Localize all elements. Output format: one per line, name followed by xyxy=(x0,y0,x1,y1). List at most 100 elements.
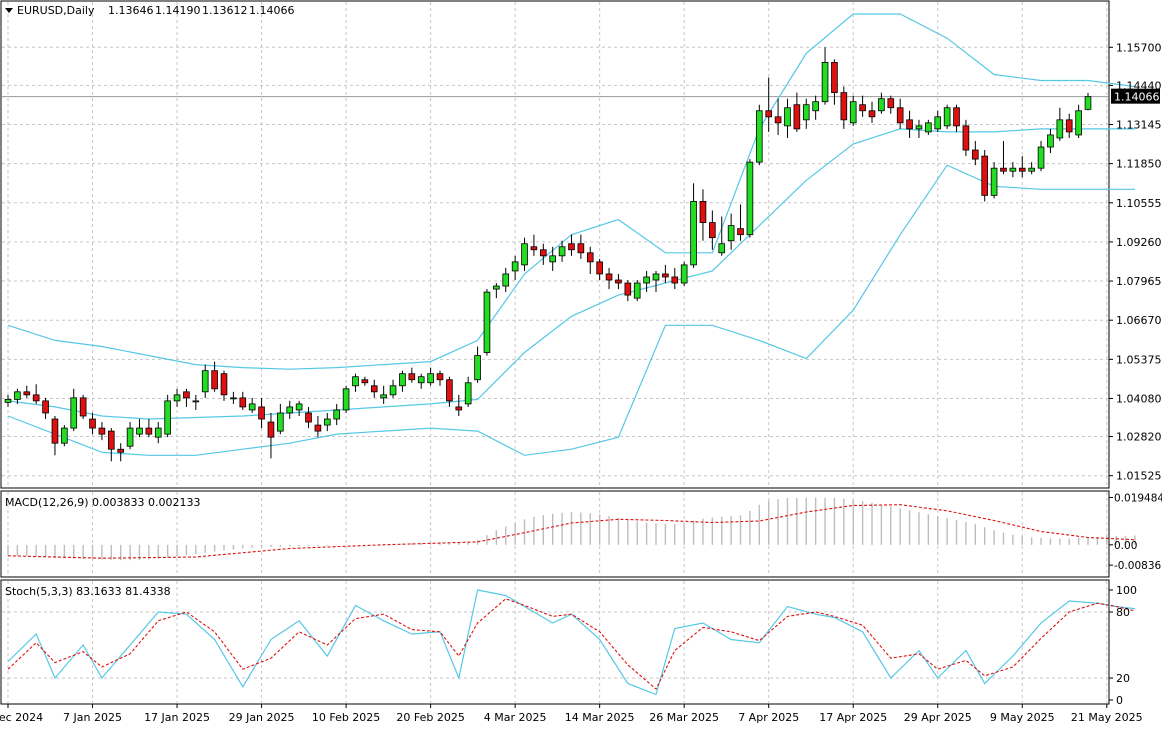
price-tick-label: 1.10555 xyxy=(1116,197,1162,210)
candle xyxy=(230,391,237,404)
price-tick-label: 1.04080 xyxy=(1116,392,1162,405)
candle-body xyxy=(662,273,669,278)
candle xyxy=(868,101,876,123)
candle xyxy=(427,367,434,386)
candle xyxy=(671,267,679,290)
candle xyxy=(709,210,716,250)
candle-body xyxy=(352,376,359,387)
candle-body xyxy=(530,246,538,251)
candle xyxy=(802,98,810,129)
price-tick-label: 1.11850 xyxy=(1116,158,1162,171)
candlestick-series xyxy=(4,47,1092,462)
candle-body xyxy=(737,228,744,236)
candle-body xyxy=(915,125,923,130)
candle-body xyxy=(164,400,171,435)
candle-body xyxy=(277,412,284,432)
candle-body xyxy=(859,104,866,112)
stoch-tick-label: 100 xyxy=(1116,584,1137,597)
candle-body xyxy=(953,107,960,127)
candle xyxy=(455,394,463,416)
candle xyxy=(493,283,500,299)
close-value: 1.14066 xyxy=(249,4,295,17)
candle-body xyxy=(305,412,312,423)
candle-body xyxy=(1084,96,1092,110)
candle-body xyxy=(643,276,650,284)
candle xyxy=(1084,92,1092,111)
chevron-down-icon[interactable] xyxy=(5,8,13,13)
candle xyxy=(248,397,256,413)
candle-body xyxy=(615,279,622,284)
candle-body xyxy=(4,398,12,403)
candle xyxy=(539,243,547,265)
candle xyxy=(737,204,744,241)
candle xyxy=(239,391,247,410)
candle-body xyxy=(23,391,31,396)
candle-body xyxy=(502,273,510,287)
candle xyxy=(399,370,406,392)
x-tick-label: 14 Mar 2025 xyxy=(565,711,635,724)
x-tick-label: 17 Jan 2025 xyxy=(144,711,210,724)
candle-body xyxy=(483,291,491,353)
candle-body xyxy=(333,409,341,420)
candle-body xyxy=(1018,167,1026,172)
candle-body xyxy=(370,385,378,393)
candle xyxy=(361,376,369,386)
candle xyxy=(784,98,791,138)
candle xyxy=(4,394,12,407)
candle xyxy=(1075,104,1082,138)
candle-body xyxy=(521,243,528,266)
price-tick-label: 1.13145 xyxy=(1116,119,1162,132)
candle xyxy=(812,95,819,120)
current-price-tag: 1.14066 xyxy=(1111,88,1160,104)
candle xyxy=(755,104,763,166)
candle-body xyxy=(436,373,444,381)
macd-panel-frame xyxy=(0,490,1110,578)
candle-body xyxy=(671,276,679,284)
candle xyxy=(981,150,989,202)
candle xyxy=(765,77,773,132)
candle-body xyxy=(446,379,453,402)
candle xyxy=(211,361,218,392)
symbol-label: EURUSD,Daily xyxy=(17,4,95,17)
macd-series xyxy=(7,497,1136,561)
candle xyxy=(42,397,49,420)
candle-body xyxy=(981,155,989,196)
x-tick-label: 21 May 2025 xyxy=(1071,711,1143,724)
candle-body xyxy=(117,448,125,453)
candle xyxy=(1037,140,1045,172)
candle-body xyxy=(220,373,228,396)
candle-body xyxy=(624,282,632,296)
candle xyxy=(586,246,594,274)
candle-body xyxy=(1037,146,1045,169)
candle-body xyxy=(925,122,932,133)
candle-body xyxy=(802,104,810,121)
candle xyxy=(314,416,322,438)
candle xyxy=(680,261,688,287)
candle-body xyxy=(971,149,979,160)
symbol-header[interactable]: EURUSD,Daily 1.13646 1.14190 1.13612 1.1… xyxy=(5,4,295,17)
candle-body xyxy=(389,385,397,396)
candle-body xyxy=(342,388,350,411)
candle-body xyxy=(878,98,885,112)
candle xyxy=(1047,128,1054,154)
candle xyxy=(906,110,913,138)
candle xyxy=(483,289,491,356)
candle xyxy=(840,86,848,129)
candle-body xyxy=(568,243,575,251)
candle xyxy=(107,428,115,462)
candle xyxy=(352,373,359,392)
low-value: 1.13612 xyxy=(202,4,248,17)
candle-body xyxy=(295,403,303,411)
candle xyxy=(370,379,378,398)
candle-body xyxy=(558,246,566,257)
candle-body xyxy=(709,222,716,239)
candle xyxy=(962,119,970,157)
candle-body xyxy=(1028,167,1035,172)
candle xyxy=(305,406,312,429)
candle-body xyxy=(831,62,838,94)
candle xyxy=(821,47,829,105)
candle xyxy=(380,385,387,404)
candle-body xyxy=(286,406,294,414)
